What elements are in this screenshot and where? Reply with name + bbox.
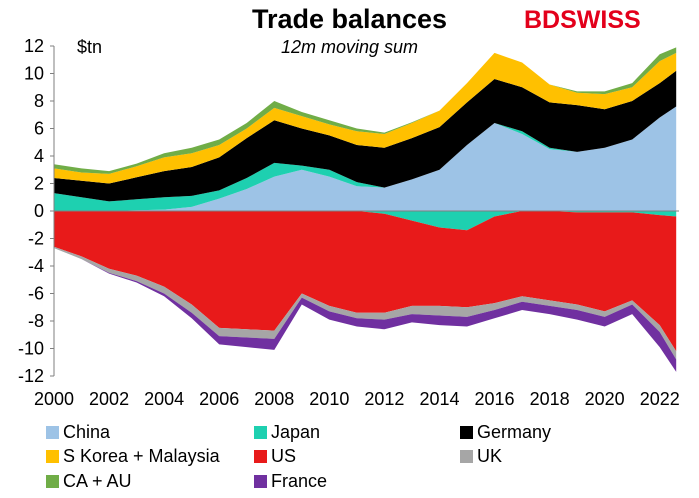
legend-label: Japan <box>271 421 321 442</box>
area-pos-japan <box>54 106 677 211</box>
legend-item-s-korea-malaysia: S Korea + Malaysia <box>46 445 220 467</box>
x-tick-label: 2006 <box>199 389 239 409</box>
x-tick-label: 2012 <box>364 389 404 409</box>
legend-label: Germany <box>477 421 552 442</box>
x-tick-label: 2004 <box>144 389 184 409</box>
y-tick-label: 8 <box>34 91 44 111</box>
legend-swatch <box>46 425 59 439</box>
legend-item-us: US <box>254 445 296 467</box>
x-tick-label: 2008 <box>254 389 294 409</box>
legend-label: France <box>271 470 328 491</box>
area-pos-germany <box>54 70 677 202</box>
y-tick-label: 4 <box>34 146 44 166</box>
y-tick-label: 0 <box>34 201 44 221</box>
legend-item-germany: Germany <box>460 421 551 443</box>
legend-swatch <box>46 474 59 488</box>
negative-areas <box>54 211 677 372</box>
legend-item-china: China <box>46 421 110 443</box>
logo-text-bd: BD <box>524 6 561 34</box>
chart-legend: China Japan Germany S Korea + Malaysia US UK C… <box>0 418 699 498</box>
y-tick-label: 6 <box>34 119 44 139</box>
y-tick-label: 10 <box>24 64 44 84</box>
x-tick-label: 2018 <box>530 389 570 409</box>
legend-swatch <box>460 449 473 463</box>
logo-text-swiss: SWISS <box>560 6 641 34</box>
x-tick-label: 2014 <box>419 389 459 409</box>
area-neg-france <box>54 248 677 372</box>
x-axis: 2000 2002 2004 2006 2008 2010 2012 2014 2016 2018… <box>34 210 680 409</box>
y-axis: 12 10 8 6 4 2 0 -2 -4 -6 -8 -10 -12 <box>18 36 55 386</box>
y-tick-label: -8 <box>28 311 44 331</box>
positive-areas <box>54 47 677 211</box>
area-pos-china <box>54 106 677 211</box>
legend-label: UK <box>477 445 503 466</box>
legend-item-ca-au: CA + AU <box>46 470 132 492</box>
legend-swatch <box>254 449 267 463</box>
legend-label: China <box>63 421 111 442</box>
chart-title: Trade balances <box>251 4 448 34</box>
legend-swatch <box>46 449 59 463</box>
legend-label: US <box>271 445 297 466</box>
y-tick-label: -6 <box>28 284 44 304</box>
y-tick-label: -2 <box>28 229 44 249</box>
legend-label: S Korea + Malaysia <box>63 445 220 466</box>
legend-label: CA + AU <box>63 470 132 491</box>
bdswiss-logo: BDSWISS <box>524 6 641 35</box>
area-neg-uk <box>54 246 677 360</box>
x-tick-label: 2022 <box>640 389 680 409</box>
chart-subtitle: 12m moving sum <box>280 37 419 57</box>
area-neg-us <box>54 211 677 352</box>
x-tick-label: 2010 <box>309 389 349 409</box>
x-tick-label: 2002 <box>89 389 129 409</box>
legend-item-japan: Japan <box>254 421 320 443</box>
legend-item-france: France <box>254 470 327 492</box>
x-tick-label: 2000 <box>34 389 74 409</box>
unit-label: $tn <box>77 37 103 57</box>
legend-swatch <box>254 474 267 488</box>
x-tick-label: 2020 <box>585 389 625 409</box>
y-tick-label: -12 <box>18 366 44 386</box>
y-tick-label: 2 <box>34 174 44 194</box>
legend-swatch <box>254 425 267 439</box>
area-pos-s-korea-malaysia <box>54 52 677 184</box>
y-tick-label: 12 <box>24 36 44 56</box>
y-tick-label: -4 <box>28 256 44 276</box>
y-tick-label: -10 <box>18 339 44 359</box>
legend-swatch <box>460 425 473 439</box>
legend-item-uk: UK <box>460 445 502 467</box>
x-tick-label: 2016 <box>475 389 515 409</box>
